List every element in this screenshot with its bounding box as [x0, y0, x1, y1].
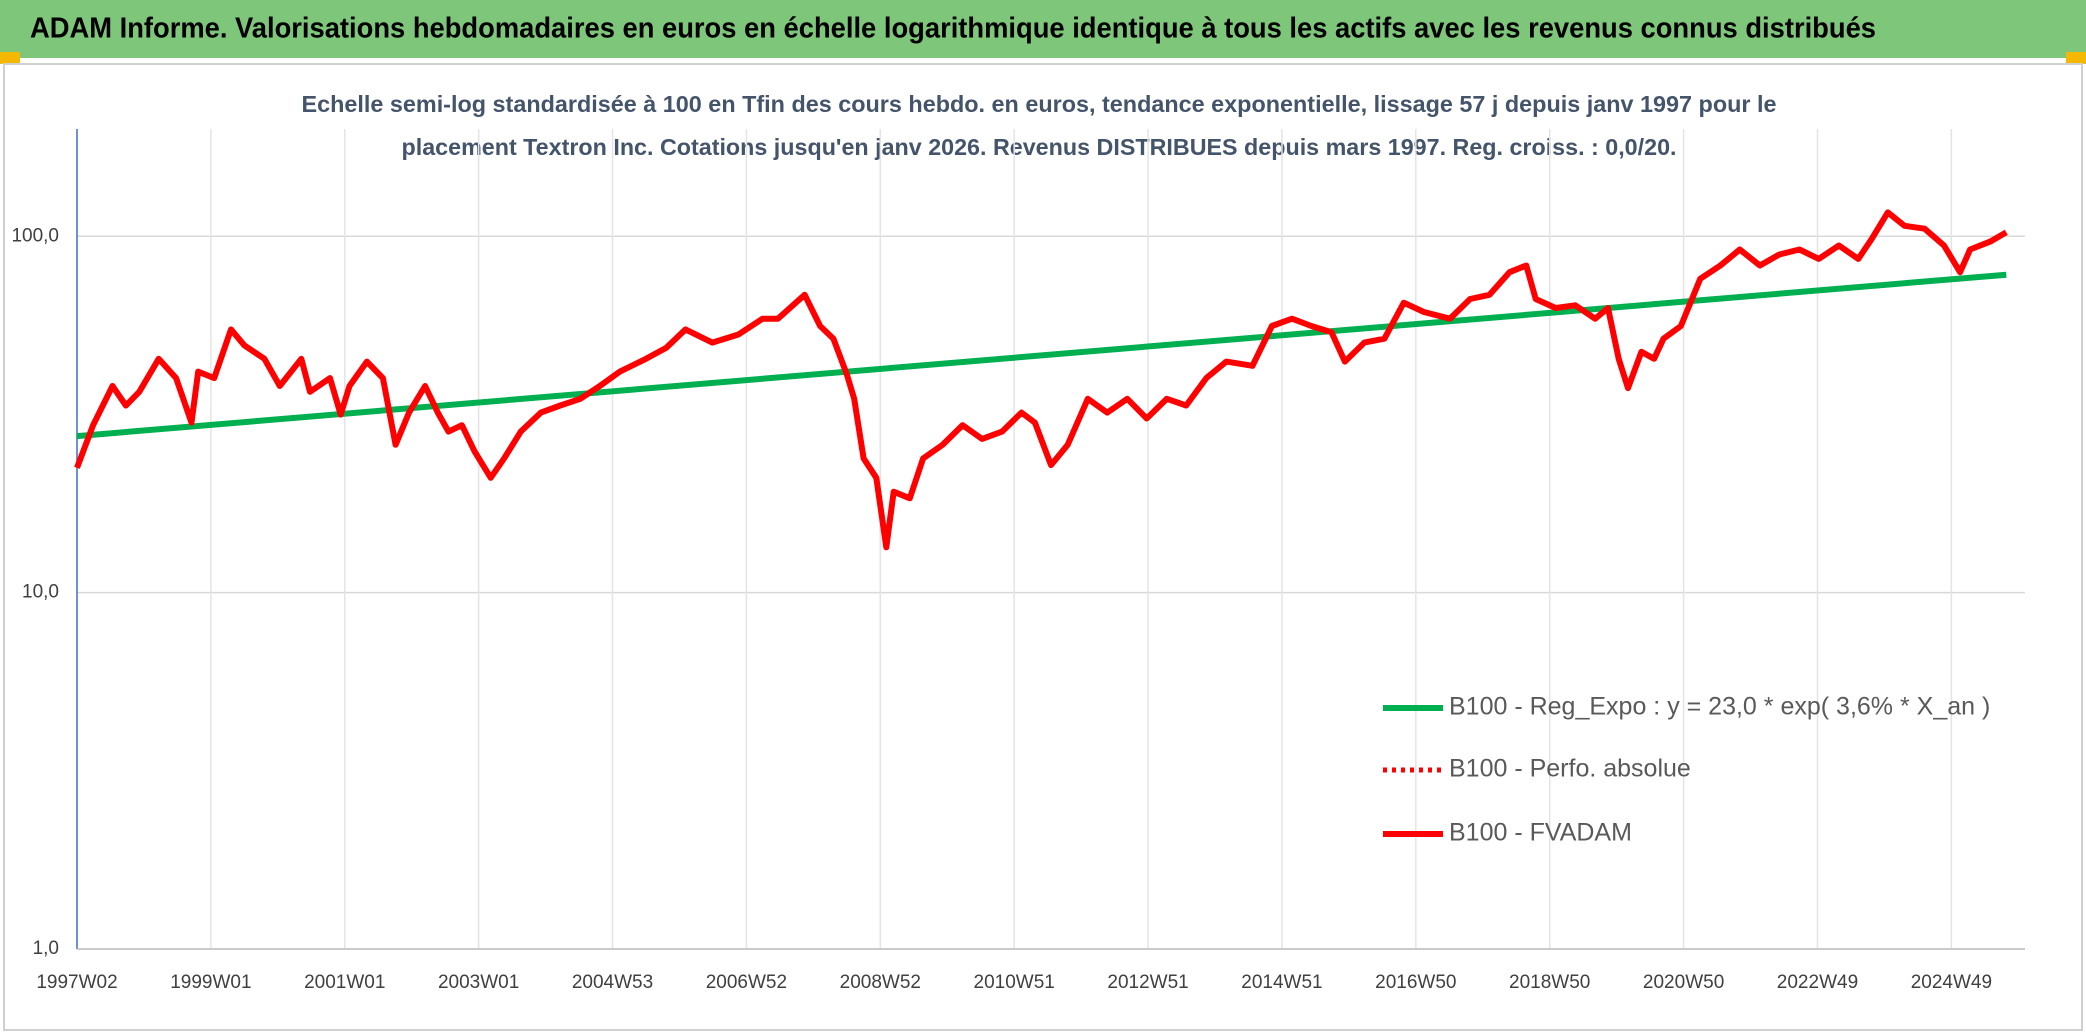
- x-tick-label: 2008W52: [840, 972, 921, 993]
- x-tick-label: 2024W49: [1911, 972, 1992, 993]
- x-tick-label: 2004W53: [572, 972, 653, 993]
- x-tick-label: 2022W49: [1777, 972, 1858, 993]
- x-tick-label: 2020W50: [1643, 972, 1724, 993]
- x-tick-label: 2010W51: [974, 972, 1055, 993]
- x-tick-label: 2001W01: [304, 972, 385, 993]
- chart-subtitle: placement Textron Inc. Cotations jusqu'e…: [402, 134, 1677, 160]
- series-line: [74, 209, 2008, 551]
- x-tick-label: 1997W02: [36, 972, 117, 993]
- y-tick-label: 10,0: [22, 582, 59, 603]
- x-tick-label: 1999W01: [170, 972, 251, 993]
- legend-label: B100 - Reg_Expo : y = 23,0 * exp( 3,6% *…: [1449, 693, 1990, 721]
- x-tick-label: 2006W52: [706, 972, 787, 993]
- y-tick-label: 100,0: [11, 225, 59, 246]
- corner-mark: [0, 52, 20, 64]
- header-bar: [0, 0, 2086, 58]
- chart-title: ADAM Informe. Valorisations hebdomadaire…: [30, 13, 1876, 45]
- x-tick-label: 2016W50: [1375, 972, 1456, 993]
- panel-border: [3, 63, 2083, 1031]
- x-tick-label: 2012W51: [1107, 972, 1188, 993]
- chart-subtitle: Echelle semi-log standardisée à 100 en T…: [302, 91, 1777, 117]
- y-tick-label: 1,0: [33, 938, 59, 959]
- corner-mark: [2066, 52, 2086, 64]
- legend-label: B100 - FVADAM: [1449, 819, 1632, 847]
- series-line: [76, 271, 2007, 440]
- x-tick-label: 2014W51: [1241, 972, 1322, 993]
- legend-label: B100 - Perfo. absolue: [1449, 755, 1691, 783]
- x-tick-label: 2003W01: [438, 972, 519, 993]
- x-tick-label: 2018W50: [1509, 972, 1590, 993]
